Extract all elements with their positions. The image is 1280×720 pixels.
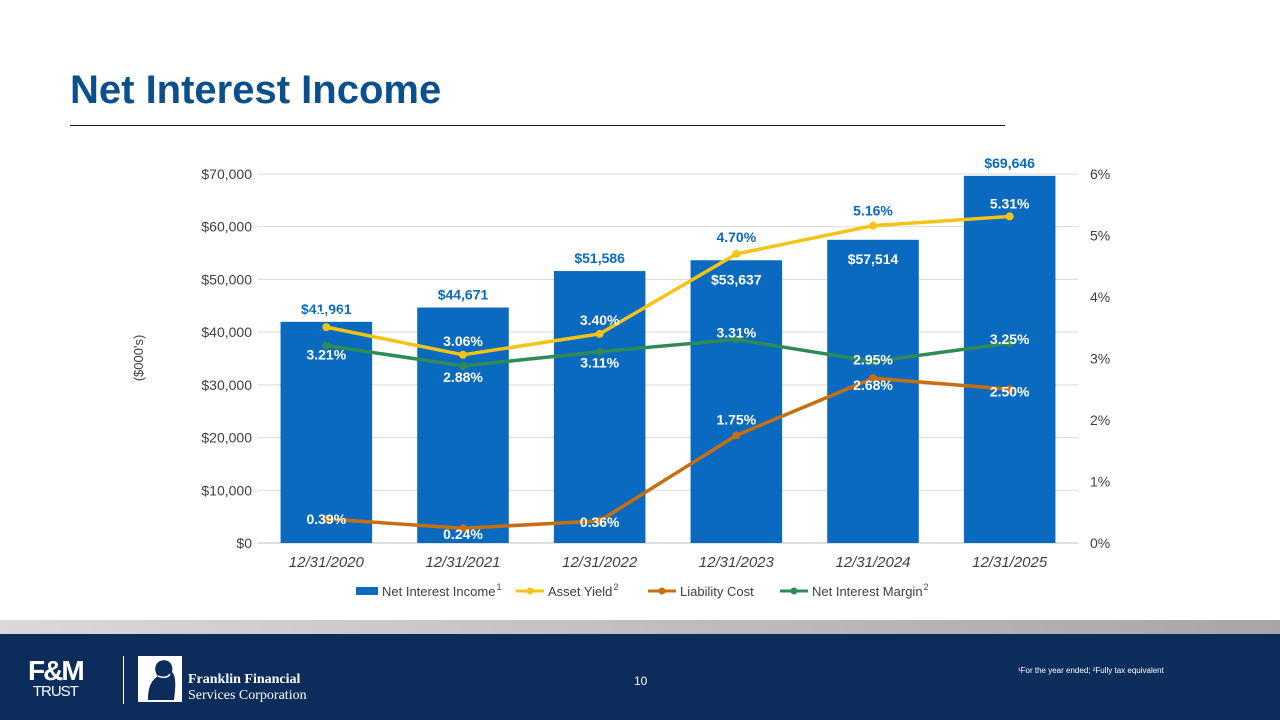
line-data-label: 2.50% <box>990 383 1030 399</box>
x-tick-label: 12/31/2021 <box>425 554 500 571</box>
y2-tick-label: 4% <box>1090 289 1110 305</box>
bar-data-label: $53,637 <box>711 271 762 287</box>
line-data-label: 2.68% <box>853 377 893 393</box>
legend-marker <box>658 587 666 595</box>
line-data-label: 3.11% <box>580 355 619 371</box>
series-point <box>459 524 467 533</box>
page-number: 10 <box>634 674 648 688</box>
logo-divider <box>123 656 124 704</box>
y2-tick-label: 2% <box>1090 412 1110 428</box>
series-point <box>732 431 741 440</box>
series-line <box>326 337 1010 368</box>
y-tick-label: $30,000 <box>201 377 252 393</box>
franklin-portrait-icon <box>138 656 182 702</box>
bar <box>963 175 1056 543</box>
line-data-label: 3.25% <box>990 331 1030 347</box>
line-data-label: 3.31% <box>716 324 756 340</box>
bar <box>417 307 509 543</box>
x-tick-label: 12/31/2024 <box>835 554 910 571</box>
line-data-label: 3.06% <box>443 333 483 349</box>
line-data-label: 4.70% <box>716 229 756 245</box>
footnote: ¹For the year ended; ²Fully tax equivale… <box>1018 666 1164 675</box>
bar-data-label: $41,961 <box>301 301 352 317</box>
line-data-label: 1.75% <box>716 411 756 427</box>
x-tick-label: 12/31/2023 <box>699 554 775 571</box>
legend-label: Net Interest Margin <box>812 584 923 599</box>
y2-tick-label: 1% <box>1090 474 1110 490</box>
series-point <box>459 350 467 359</box>
series-point <box>869 374 877 383</box>
series-point <box>732 249 741 258</box>
x-tick-label: 12/31/2020 <box>289 554 365 571</box>
bar <box>280 321 373 543</box>
series-point <box>595 347 604 356</box>
series-point <box>322 323 331 332</box>
net-interest-income-chart: $0 $10,000 $20,000 $30,000 $40,000 $50,000 $60… <box>131 155 1110 599</box>
series-point <box>1005 339 1014 348</box>
bar-data-label: $51,586 <box>574 250 625 266</box>
legend-label: Liability Cost <box>680 584 754 599</box>
y-tick-label: $60,000 <box>201 219 252 235</box>
legend-superscript: 2 <box>924 582 929 592</box>
legend-label: Net Interest Income <box>382 584 495 599</box>
line-data-label: 3.21% <box>306 347 346 363</box>
series-point <box>1005 385 1014 394</box>
x-tick-label: 12/31/2025 <box>972 554 1048 571</box>
series-point <box>1005 212 1014 221</box>
legend-label: Asset Yield <box>548 584 612 599</box>
line-data-label: 0.24% <box>443 526 483 542</box>
line-data-label: 2.95% <box>853 352 893 368</box>
company-name: Franklin Financial Services Corporation <box>188 672 307 703</box>
line-data-label: 3.51% <box>306 308 346 324</box>
series-point <box>322 341 331 350</box>
line-data-label: 5.16% <box>853 203 893 219</box>
line-data-label: 3.40% <box>580 312 620 328</box>
page-title: Net Interest Income <box>70 68 442 112</box>
series-line <box>326 376 1010 530</box>
legend-marker <box>526 587 534 595</box>
series-point <box>459 361 467 370</box>
line-data-label: 0.39% <box>306 511 346 527</box>
series-line <box>325 214 1010 357</box>
series-point <box>595 329 604 338</box>
y2-tick-label: 0% <box>1090 535 1110 551</box>
y-tick-label: $10,000 <box>201 482 252 498</box>
legend-swatch <box>356 587 378 595</box>
legend-marker <box>790 587 798 595</box>
y-tick-label: $70,000 <box>201 166 252 182</box>
y-tick-label: $20,000 <box>201 430 252 446</box>
y-tick-label: $40,000 <box>201 324 252 340</box>
legend-superscript: 1 <box>496 582 501 592</box>
line-data-label: 2.88% <box>443 369 483 385</box>
series-point <box>869 357 877 366</box>
bar-data-label: $69,646 <box>984 155 1035 171</box>
bar-data-label: $44,671 <box>438 287 489 303</box>
footer-accent-band <box>0 620 1280 634</box>
x-tick-label: 12/31/2022 <box>562 554 638 571</box>
footer-bar: F&M TRUST Franklin Financial Services Co… <box>0 634 1280 720</box>
y-axis-title: ($000's) <box>131 335 146 382</box>
series-point <box>869 221 877 230</box>
line-data-label: 0.36% <box>580 514 620 530</box>
fm-trust-logo: F&M TRUST <box>28 655 85 700</box>
y2-tick-label: 6% <box>1090 166 1110 182</box>
bar <box>690 260 783 543</box>
legend-superscript: 2 <box>613 582 618 592</box>
series-point <box>322 515 331 524</box>
title-underline <box>70 125 1005 126</box>
series-point <box>732 335 741 344</box>
y2-tick-label: 3% <box>1090 351 1110 367</box>
y2-tick-label: 5% <box>1090 228 1110 244</box>
y-tick-label: $50,000 <box>201 271 252 287</box>
y-tick-label: $0 <box>236 535 252 551</box>
bar-data-label: $57,514 <box>848 251 899 267</box>
line-data-label: 5.31% <box>990 195 1030 211</box>
series-point <box>595 516 604 525</box>
